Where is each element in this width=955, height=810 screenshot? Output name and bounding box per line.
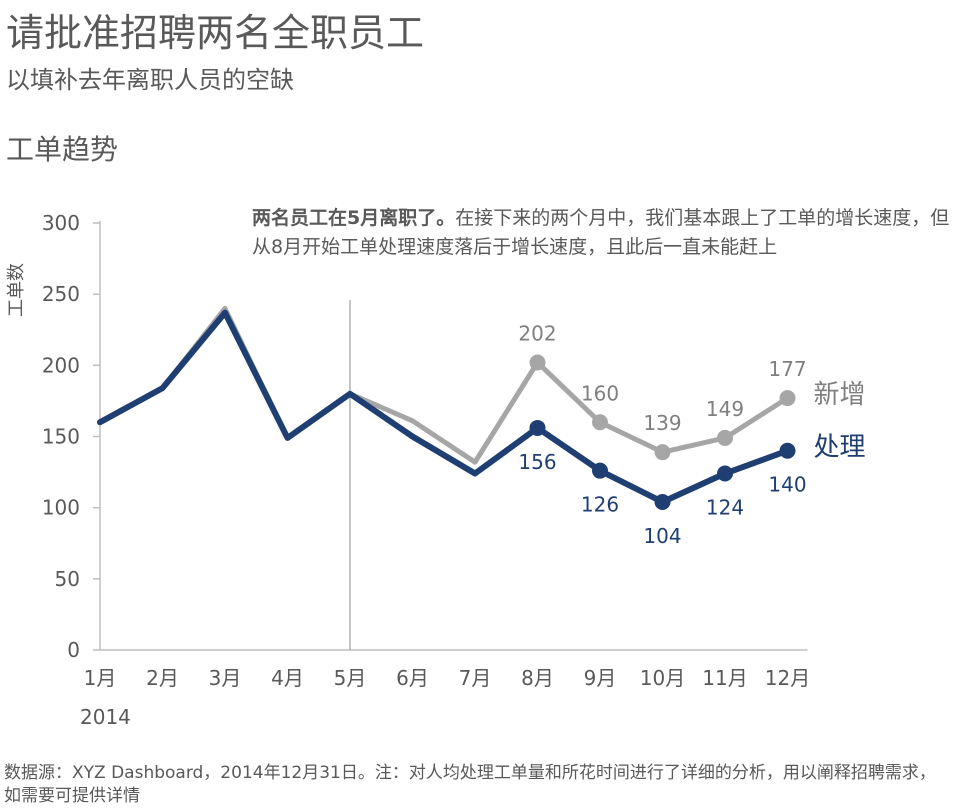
x-tick-label: 9月 — [584, 666, 617, 690]
x-tick-label: 2月 — [146, 666, 179, 690]
processed-data-label: 126 — [581, 493, 619, 517]
x-tick-label: 8月 — [521, 666, 554, 690]
x-tick-label: 5月 — [334, 666, 367, 690]
received-data-label: 177 — [768, 357, 806, 381]
processed-point — [592, 462, 608, 479]
processed-series-line — [97, 309, 791, 505]
received-series-line — [97, 305, 790, 465]
processed-point — [779, 442, 796, 459]
x-tick-label: 11月 — [702, 666, 747, 690]
y-tick-label: 250 — [42, 282, 80, 306]
received-data-label: 149 — [706, 397, 744, 421]
x-tick-label: 10月 — [640, 666, 685, 690]
received-legend-label: 新增 — [814, 380, 866, 410]
x-tick-label: 1月 — [84, 666, 117, 690]
annotation: 两名员工在5月离职了。在接下来的两个月中，我们基本跟上了工单的增长速度，但从8月… — [252, 204, 952, 262]
y-tick-label: 200 — [42, 353, 80, 377]
page-title: 请批准招聘两名全职员工 — [6, 11, 425, 55]
x-tick-label: 12月 — [765, 666, 810, 690]
received-data-label: 202 — [518, 321, 556, 345]
ticket-trend-chart: 0 50 100 150 200 250 300 工单数 1月 2月 3月 4月 5月 6月 7月 8月 9月 1… — [6, 211, 866, 729]
annotation-bold: 两名员工在5月离职了。 — [252, 207, 456, 229]
x-tick-label: 3月 — [209, 666, 242, 690]
processed-point — [529, 419, 546, 436]
processed-data-label: 156 — [518, 450, 556, 474]
received-data-label: 139 — [643, 411, 681, 435]
y-tick-label: 100 — [42, 496, 80, 520]
received-point — [529, 354, 546, 371]
y-tick-label: 150 — [42, 425, 80, 449]
received-data-label: 160 — [581, 381, 619, 405]
received-point — [779, 390, 796, 407]
processed-data-label: 124 — [706, 496, 744, 520]
x-tick-label: 7月 — [459, 666, 492, 690]
y-tick-label: 50 — [55, 567, 80, 591]
processed-point — [654, 493, 671, 510]
y-tick-label: 300 — [42, 211, 80, 235]
page-subtitle: 以填补去年离职人员的空缺 — [6, 66, 294, 94]
y-axis-label: 工单数 — [6, 263, 27, 317]
x-year-label: 2014 — [80, 705, 131, 729]
y-tick-label: 0 — [67, 638, 80, 662]
received-point — [592, 414, 608, 431]
processed-point — [717, 465, 733, 482]
x-tick-label: 4月 — [271, 666, 304, 690]
x-tick-label: 6月 — [396, 666, 429, 690]
annotation-text: 在接下来的两个月中，我们基本跟上了工单的增长速度，但从8月开始工单处理速度落后于… — [252, 207, 950, 258]
source-note: 数据源：XYZ Dashboard，2014年12月31日。注：对人均处理工单量… — [4, 763, 936, 806]
processed-data-label: 104 — [643, 524, 681, 548]
processed-legend-label: 处理 — [814, 433, 866, 463]
processed-data-label: 140 — [768, 473, 806, 497]
chart-title: 工单趋势 — [6, 133, 119, 166]
received-point — [717, 429, 733, 446]
received-point — [654, 444, 671, 461]
